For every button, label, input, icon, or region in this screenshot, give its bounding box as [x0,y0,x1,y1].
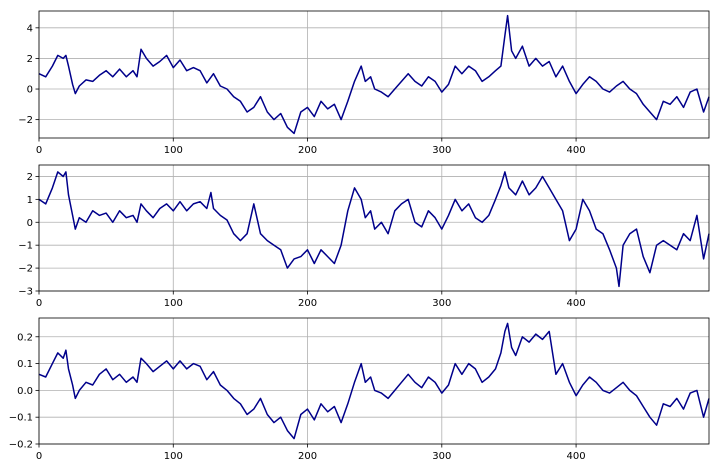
x-tick-label: 100 [164,298,183,309]
y-tick-label: −0.2 [9,440,33,451]
y-tick-label: −3 [18,287,33,298]
x-tick-label: 300 [432,451,451,462]
y-tick-label: −0.1 [9,413,33,424]
axes-frame [38,317,710,445]
x-tick-label: 400 [567,145,586,156]
series-line [38,322,710,440]
y-tick-label: 2 [27,54,33,65]
series-line [38,171,710,288]
subplot-top: 0 100 200 300 400 −2 0 2 4 [18,10,710,156]
y-tick-label: 0.2 [17,332,33,343]
x-tick-label: 200 [298,451,317,462]
y-tick-label: 0 [27,85,33,96]
x-tick-label: 100 [164,451,183,462]
y-tick-label: −1 [18,241,33,252]
y-tick-label: 4 [27,23,33,34]
axes-frame [38,10,710,139]
x-tick-label: 0 [36,451,42,462]
y-tick-label: 0.1 [17,359,33,370]
y-tick-label: 1 [27,195,33,206]
x-tick-label: 0 [36,145,42,156]
y-tick-label: −2 [18,115,33,126]
series-line [38,14,710,135]
subplot-bottom: 0 100 200 300 400 −0.2 −0.1 0.0 0.1 0.2 [9,317,710,462]
x-tick-label: 400 [567,451,586,462]
subplot-middle: 0 100 200 300 400 −3 −2 −1 0 1 2 [18,164,710,309]
x-tick-label: 200 [298,145,317,156]
x-tick-label: 100 [164,145,183,156]
x-tick-label: 200 [298,298,317,309]
x-tick-label: 400 [567,298,586,309]
y-tick-label: 0 [27,218,33,229]
x-tick-label: 300 [432,298,451,309]
x-tick-label: 300 [432,145,451,156]
x-tick-label: 0 [36,298,42,309]
y-tick-label: 0.0 [17,386,33,397]
y-tick-label: 2 [27,172,33,183]
axes-frame [38,164,710,292]
y-tick-label: −2 [18,264,33,275]
